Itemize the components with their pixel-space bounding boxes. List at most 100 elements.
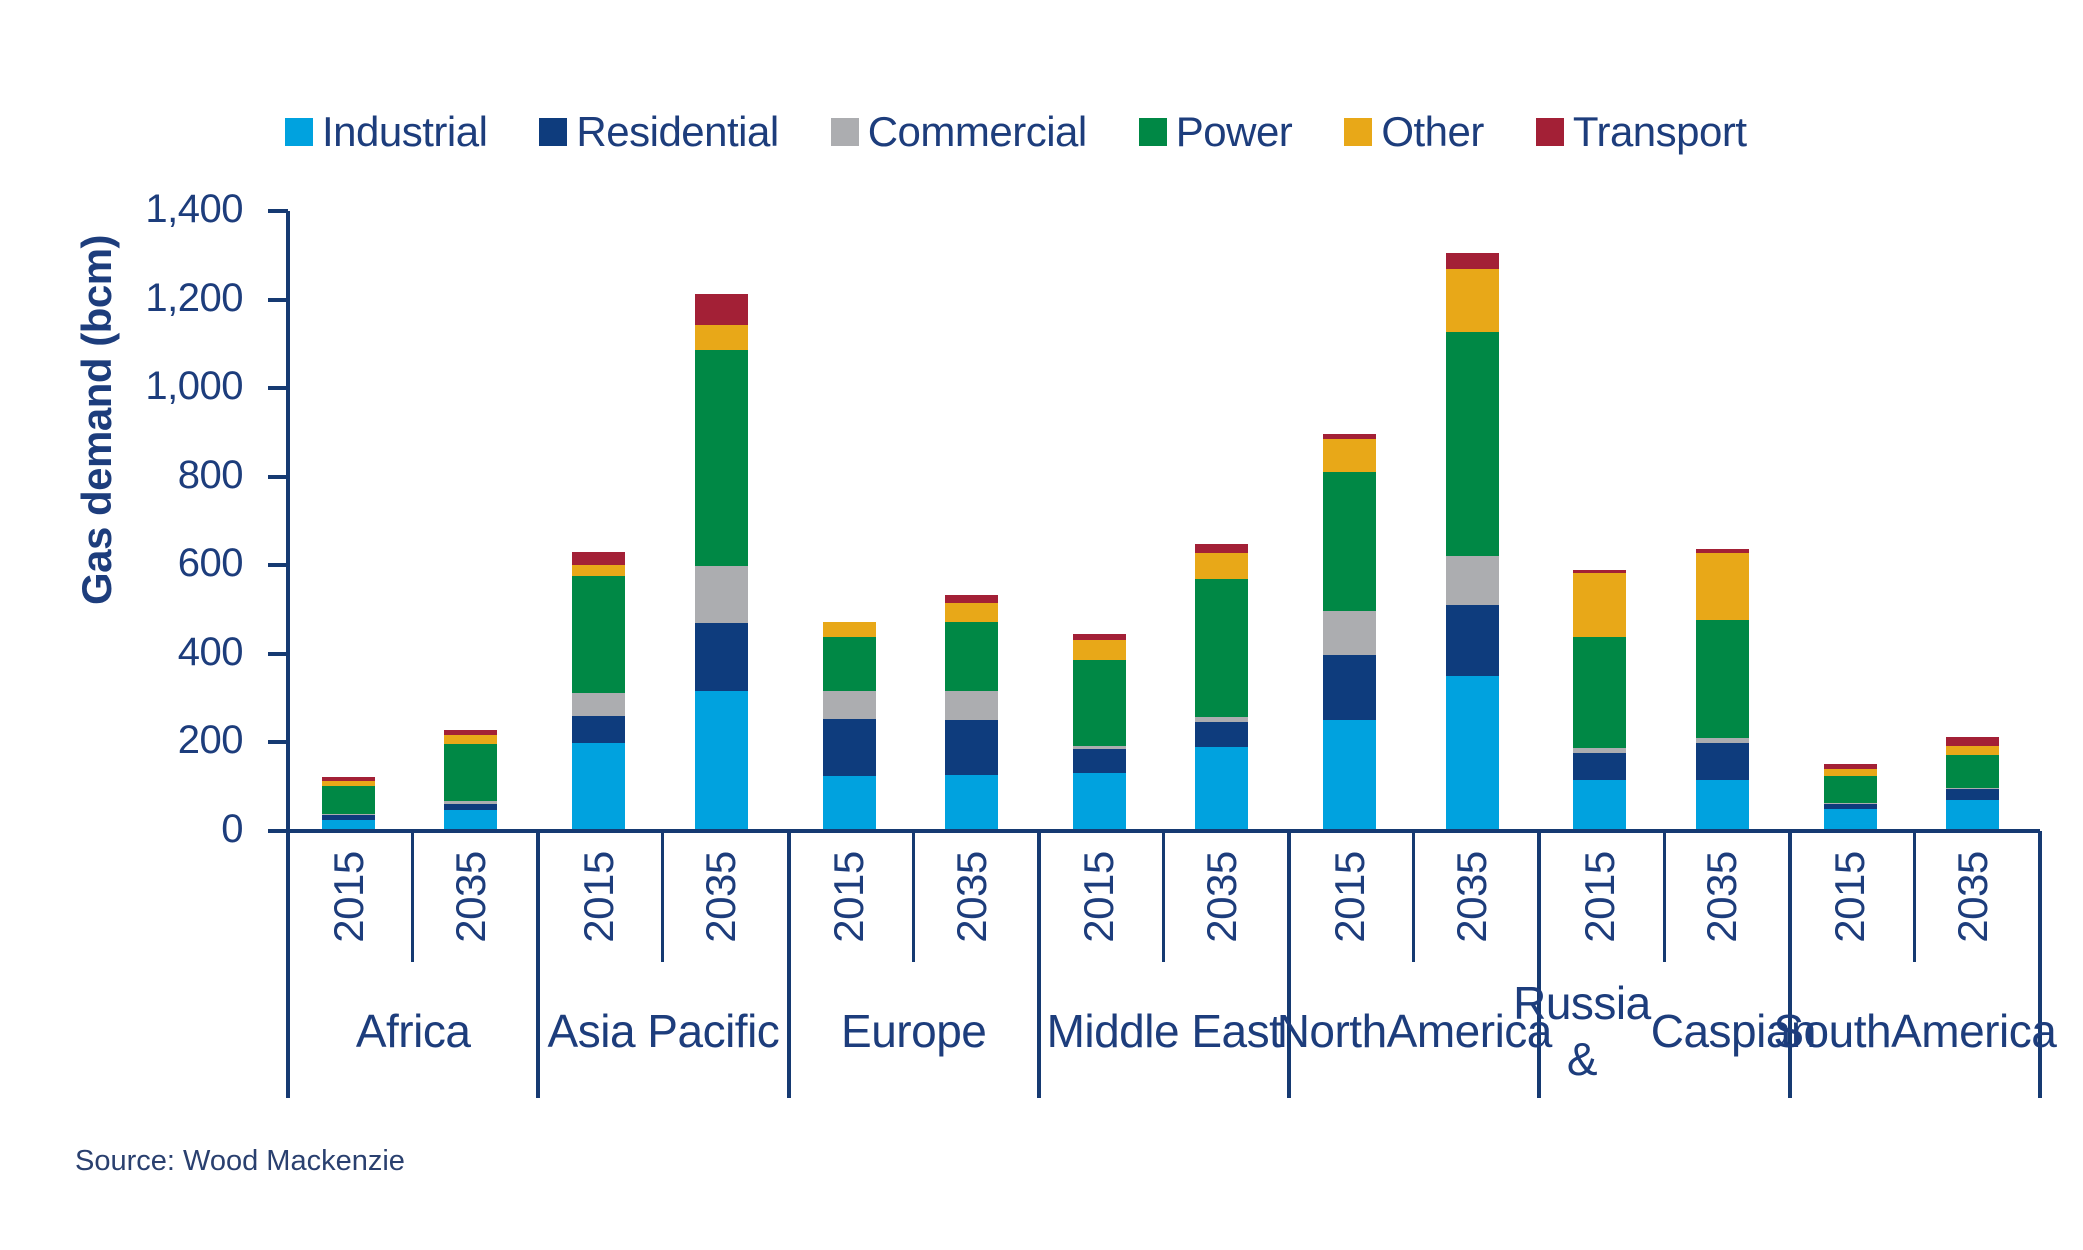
- segment-residential: [694, 623, 748, 692]
- group-separator: [786, 831, 791, 1098]
- year-label: 2035: [1448, 851, 1496, 943]
- source-note: Source: Wood Mackenzie: [75, 1145, 405, 1177]
- region-label-russia-caspian: Russia & Caspian: [1513, 976, 1817, 1085]
- segment-power: [945, 621, 999, 692]
- segment-other: [1946, 746, 2000, 755]
- segment-industrial: [1072, 773, 1126, 831]
- segment-commercial: [1823, 802, 1877, 805]
- segment-commercial: [1695, 737, 1749, 743]
- region-label-middle-east: Middle East: [1046, 1004, 1282, 1057]
- legend-swatch-transport: [1535, 118, 1564, 146]
- legend-swatch-residential: [539, 118, 568, 146]
- segment-residential: [1573, 752, 1627, 781]
- year-label: 2035: [1698, 851, 1746, 943]
- year-label: 2015: [1575, 851, 1623, 943]
- segment-industrial: [694, 691, 748, 831]
- region-label-asia-pacific: Asia Pacific: [547, 1004, 780, 1057]
- segment-residential: [1823, 804, 1877, 810]
- segment-commercial: [572, 692, 626, 716]
- bar-europe-2035: [945, 594, 999, 831]
- segment-power: [822, 637, 876, 692]
- bar-russia-caspian-2035: [1695, 549, 1749, 831]
- segment-power: [572, 575, 626, 693]
- legend-item-power: Power: [1138, 108, 1293, 156]
- segment-industrial: [1323, 720, 1377, 831]
- legend-label: Power: [1175, 108, 1293, 155]
- segment-transport: [1823, 763, 1877, 770]
- year-label: 2015: [574, 851, 622, 943]
- year-label: 2035: [1948, 851, 1996, 943]
- segment-transport: [1445, 252, 1499, 269]
- segment-transport: [1195, 544, 1249, 554]
- segment-power: [1823, 776, 1877, 803]
- segment-power: [1323, 471, 1377, 611]
- bar-africa-2015: [322, 776, 376, 831]
- y-tick-label: 0: [221, 807, 243, 851]
- segment-other: [1823, 769, 1877, 777]
- group-separator: [2038, 831, 2042, 1098]
- segment-other: [945, 602, 999, 622]
- legend-label: Other: [1381, 108, 1484, 155]
- segment-commercial: [322, 813, 376, 816]
- segment-transport: [572, 552, 626, 566]
- y-tick-label: 800: [177, 452, 244, 497]
- segment-commercial: [822, 691, 876, 720]
- segment-other: [1695, 553, 1749, 620]
- group-separator: [1287, 831, 1292, 1098]
- segment-industrial: [945, 775, 999, 831]
- segment-commercial: [1072, 745, 1126, 750]
- legend-swatch-other: [1344, 118, 1373, 146]
- region-label-europe: Europe: [841, 1004, 987, 1057]
- segment-transport: [1072, 633, 1126, 640]
- segment-power: [322, 786, 376, 814]
- year-label: 2015: [1826, 851, 1874, 943]
- bar-middle-east-2035: [1195, 544, 1249, 831]
- segment-power: [1445, 331, 1499, 556]
- legend-item-industrial: Industrial: [285, 108, 488, 156]
- y-tick-label: 1,000: [145, 364, 243, 409]
- segment-commercial: [945, 691, 999, 721]
- segment-commercial: [1323, 610, 1377, 655]
- legend-label: Commercial: [867, 108, 1088, 155]
- year-label: 2015: [1325, 851, 1373, 943]
- year-label: 2035: [1197, 851, 1245, 943]
- year-label: 2015: [324, 851, 372, 943]
- segment-industrial: [444, 809, 498, 831]
- segment-industrial: [572, 743, 626, 831]
- y-tick: [268, 563, 288, 568]
- year-separator: [911, 831, 915, 962]
- bar-north-america-2015: [1323, 434, 1377, 831]
- segment-commercial: [1445, 555, 1499, 606]
- segment-other: [1072, 639, 1126, 661]
- group-separator: [1537, 831, 1542, 1098]
- segment-residential: [1445, 605, 1499, 676]
- year-separator: [411, 831, 415, 962]
- segment-residential: [822, 719, 876, 776]
- x-axis-baseline: [288, 829, 2040, 833]
- segment-power: [694, 349, 748, 567]
- year-label: 2035: [446, 851, 494, 943]
- segment-industrial: [1946, 799, 2000, 831]
- segment-transport: [1573, 569, 1627, 574]
- segment-other: [694, 324, 748, 350]
- bar-south-america-2035: [1946, 737, 2000, 831]
- region-label-north-america: North America: [1276, 1004, 1553, 1057]
- bar-south-america-2015: [1823, 763, 1877, 831]
- segment-transport: [444, 730, 498, 735]
- legend-swatch-power: [1138, 118, 1167, 146]
- y-axis-line: [286, 211, 290, 1098]
- segment-power: [444, 744, 498, 802]
- segment-residential: [1195, 722, 1249, 747]
- y-tick: [268, 297, 288, 302]
- bar-russia-caspian-2015: [1573, 569, 1627, 831]
- segment-transport: [945, 594, 999, 603]
- segment-commercial: [444, 801, 498, 804]
- segment-industrial: [1695, 779, 1749, 831]
- year-separator: [1662, 831, 1666, 962]
- y-tick: [268, 209, 288, 213]
- bar-africa-2035: [444, 730, 498, 831]
- segment-transport: [1695, 549, 1749, 554]
- segment-transport: [1323, 434, 1377, 439]
- segment-residential: [1946, 789, 2000, 800]
